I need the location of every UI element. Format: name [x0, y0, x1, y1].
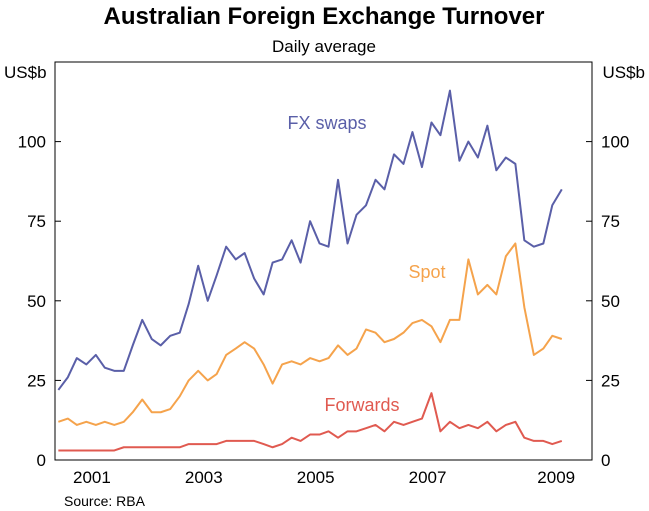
- series-label: Forwards: [324, 395, 399, 415]
- series-line: [58, 242, 563, 426]
- chart-title: Australian Foreign Exchange Turnover: [104, 3, 545, 30]
- y2-tick-label: 100: [601, 133, 629, 152]
- y2-tick-label: 75: [601, 212, 620, 231]
- x-tick-label: 2007: [409, 468, 447, 487]
- y-tick-label: 50: [27, 292, 46, 311]
- series-line: [58, 392, 563, 452]
- series-label: Spot: [408, 262, 445, 282]
- y-tick-label: 0: [37, 451, 46, 470]
- x-tick-label: 2001: [73, 468, 111, 487]
- series-line: [57, 89, 563, 391]
- x-tick-label: 2005: [297, 468, 335, 487]
- x-tick-label: 2009: [537, 468, 575, 487]
- y2-axis-label: US$b: [602, 63, 645, 82]
- y2-tick-label: 50: [601, 292, 620, 311]
- y2-tick-label: 25: [601, 371, 620, 390]
- y-axis-label: US$b: [4, 63, 47, 82]
- chart-subtitle: Daily average: [272, 37, 376, 56]
- y-tick-label: 75: [27, 212, 46, 231]
- y-tick-label: 25: [27, 371, 46, 390]
- y-tick-label: 100: [18, 133, 46, 152]
- y2-tick-label: 0: [601, 451, 610, 470]
- series-label: FX swaps: [287, 113, 366, 133]
- plot-frame: [54, 61, 593, 461]
- x-tick-label: 2003: [185, 468, 223, 487]
- source-note: Source: RBA: [64, 493, 146, 509]
